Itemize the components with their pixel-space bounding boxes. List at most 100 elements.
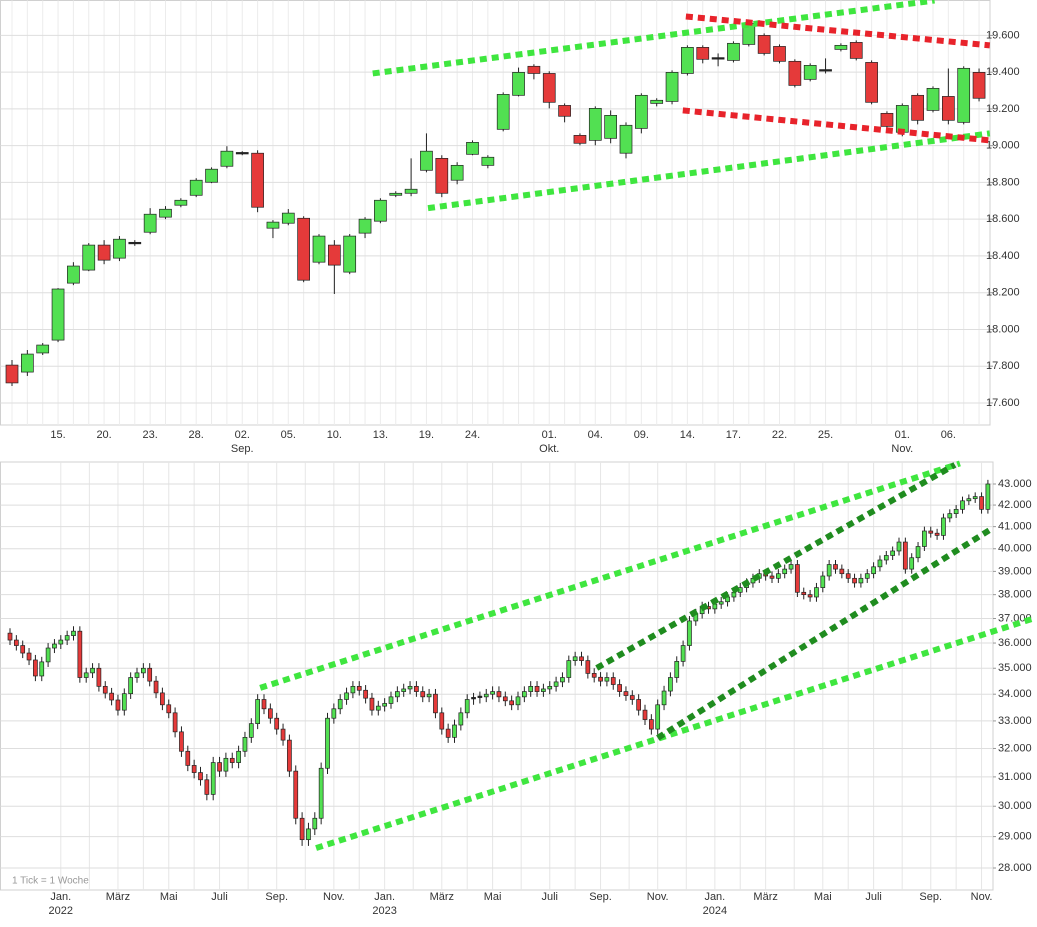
y-tick-label: 32.000 xyxy=(998,742,1032,754)
y-tick-label: 19.200 xyxy=(986,103,1020,115)
x-tick-label: 01. xyxy=(542,429,557,441)
candle-body xyxy=(775,573,781,579)
candle-body xyxy=(166,704,172,714)
candle-body xyxy=(922,530,927,547)
candle-body xyxy=(439,712,445,730)
candle-body xyxy=(650,99,664,104)
candle-body xyxy=(471,697,476,700)
candle-body xyxy=(404,188,418,194)
candle-body xyxy=(629,695,635,700)
candle-body xyxy=(566,660,572,678)
candle-body xyxy=(255,699,260,724)
candle-body xyxy=(160,692,165,706)
candle-body xyxy=(223,757,229,772)
candle-body xyxy=(71,630,76,636)
candle-body xyxy=(433,693,438,714)
x-tick-label: 13. xyxy=(373,429,388,441)
candle-body xyxy=(788,564,794,570)
trend-line xyxy=(372,0,935,77)
candle-body xyxy=(306,828,311,841)
y-tick-label: 34.000 xyxy=(998,688,1032,700)
candle-body xyxy=(515,696,521,706)
trend-line xyxy=(259,460,961,691)
candle-body xyxy=(757,35,771,54)
candle-body xyxy=(445,728,451,738)
x-tick-sublabel: 2022 xyxy=(49,905,73,917)
candle-body xyxy=(911,94,925,121)
x-tick-label: 09. xyxy=(634,429,649,441)
candle-body xyxy=(902,541,908,570)
candle-body xyxy=(934,532,940,536)
candle-body xyxy=(909,557,915,570)
candle-body xyxy=(159,208,172,218)
candle-body xyxy=(325,717,330,769)
candle-body xyxy=(979,496,984,510)
candle-body xyxy=(527,65,541,74)
x-tick-label: Sep. xyxy=(589,891,612,903)
candle-body xyxy=(33,659,38,677)
candle-body xyxy=(648,719,654,730)
x-tick-label: 15. xyxy=(50,429,65,441)
candle-body xyxy=(312,817,318,830)
candle-body xyxy=(52,643,57,649)
y-tick-label: 35.000 xyxy=(998,662,1032,674)
x-tick-sublabel: Nov. xyxy=(891,443,913,455)
candle-body xyxy=(521,691,527,698)
candle-body xyxy=(819,69,832,72)
candle-body xyxy=(496,691,502,698)
candle-body xyxy=(248,723,254,738)
candle-body xyxy=(97,244,111,261)
candle-body xyxy=(941,96,955,121)
x-tick-label: 28. xyxy=(189,429,204,441)
candle-body xyxy=(251,152,264,208)
candle-body xyxy=(420,150,433,171)
x-tick-label: März xyxy=(753,891,777,903)
candle-body xyxy=(435,158,449,194)
candle-body xyxy=(172,712,178,733)
x-tick-label: 25. xyxy=(818,429,833,441)
x-tick-label: Juli xyxy=(541,891,558,903)
x-tick-label: Mai xyxy=(160,891,178,903)
candle-body xyxy=(287,739,292,772)
candle-body xyxy=(782,568,788,575)
candle-body xyxy=(407,685,413,690)
trend-line xyxy=(685,13,991,49)
candle-body xyxy=(573,135,587,144)
candle-body xyxy=(5,364,19,384)
candle-body xyxy=(268,708,273,719)
plot-frame xyxy=(0,0,991,426)
y-tick-label: 42.000 xyxy=(998,499,1032,511)
x-tick-sublabel: Okt. xyxy=(539,443,559,455)
candle-body xyxy=(619,124,633,154)
candle-body xyxy=(852,577,857,584)
note: 1 Tick = 1 Woche xyxy=(12,876,89,887)
candle-body xyxy=(591,673,597,678)
trend-line xyxy=(315,615,1036,851)
candle-body xyxy=(220,150,234,167)
y-tick-label: 18.400 xyxy=(986,250,1020,262)
candle-body xyxy=(839,568,845,575)
candle-body xyxy=(826,564,832,577)
x-tick-label: 02. xyxy=(235,429,250,441)
candle-body xyxy=(687,620,692,646)
candle-body xyxy=(588,108,602,141)
y-tick-label: 17.600 xyxy=(986,397,1020,409)
x-tick-label: 23. xyxy=(143,429,158,441)
candle-body xyxy=(858,577,864,584)
candle-body xyxy=(121,693,127,711)
x-tick-label: Jan. xyxy=(50,891,71,903)
candle-body xyxy=(483,693,489,698)
candle-body xyxy=(604,677,610,682)
candle-body xyxy=(312,235,326,263)
candle-body xyxy=(67,265,80,284)
y-tick-label: 40.000 xyxy=(998,543,1032,555)
candle-body xyxy=(668,677,673,692)
candle-body xyxy=(363,689,368,699)
candle-body xyxy=(665,72,679,102)
x-tick-label: Sep. xyxy=(265,891,288,903)
y-tick-label: 19.600 xyxy=(986,29,1020,41)
candle-body xyxy=(820,575,826,588)
candle-body xyxy=(502,696,508,702)
candle-body xyxy=(972,496,978,500)
candle-body xyxy=(45,647,51,663)
